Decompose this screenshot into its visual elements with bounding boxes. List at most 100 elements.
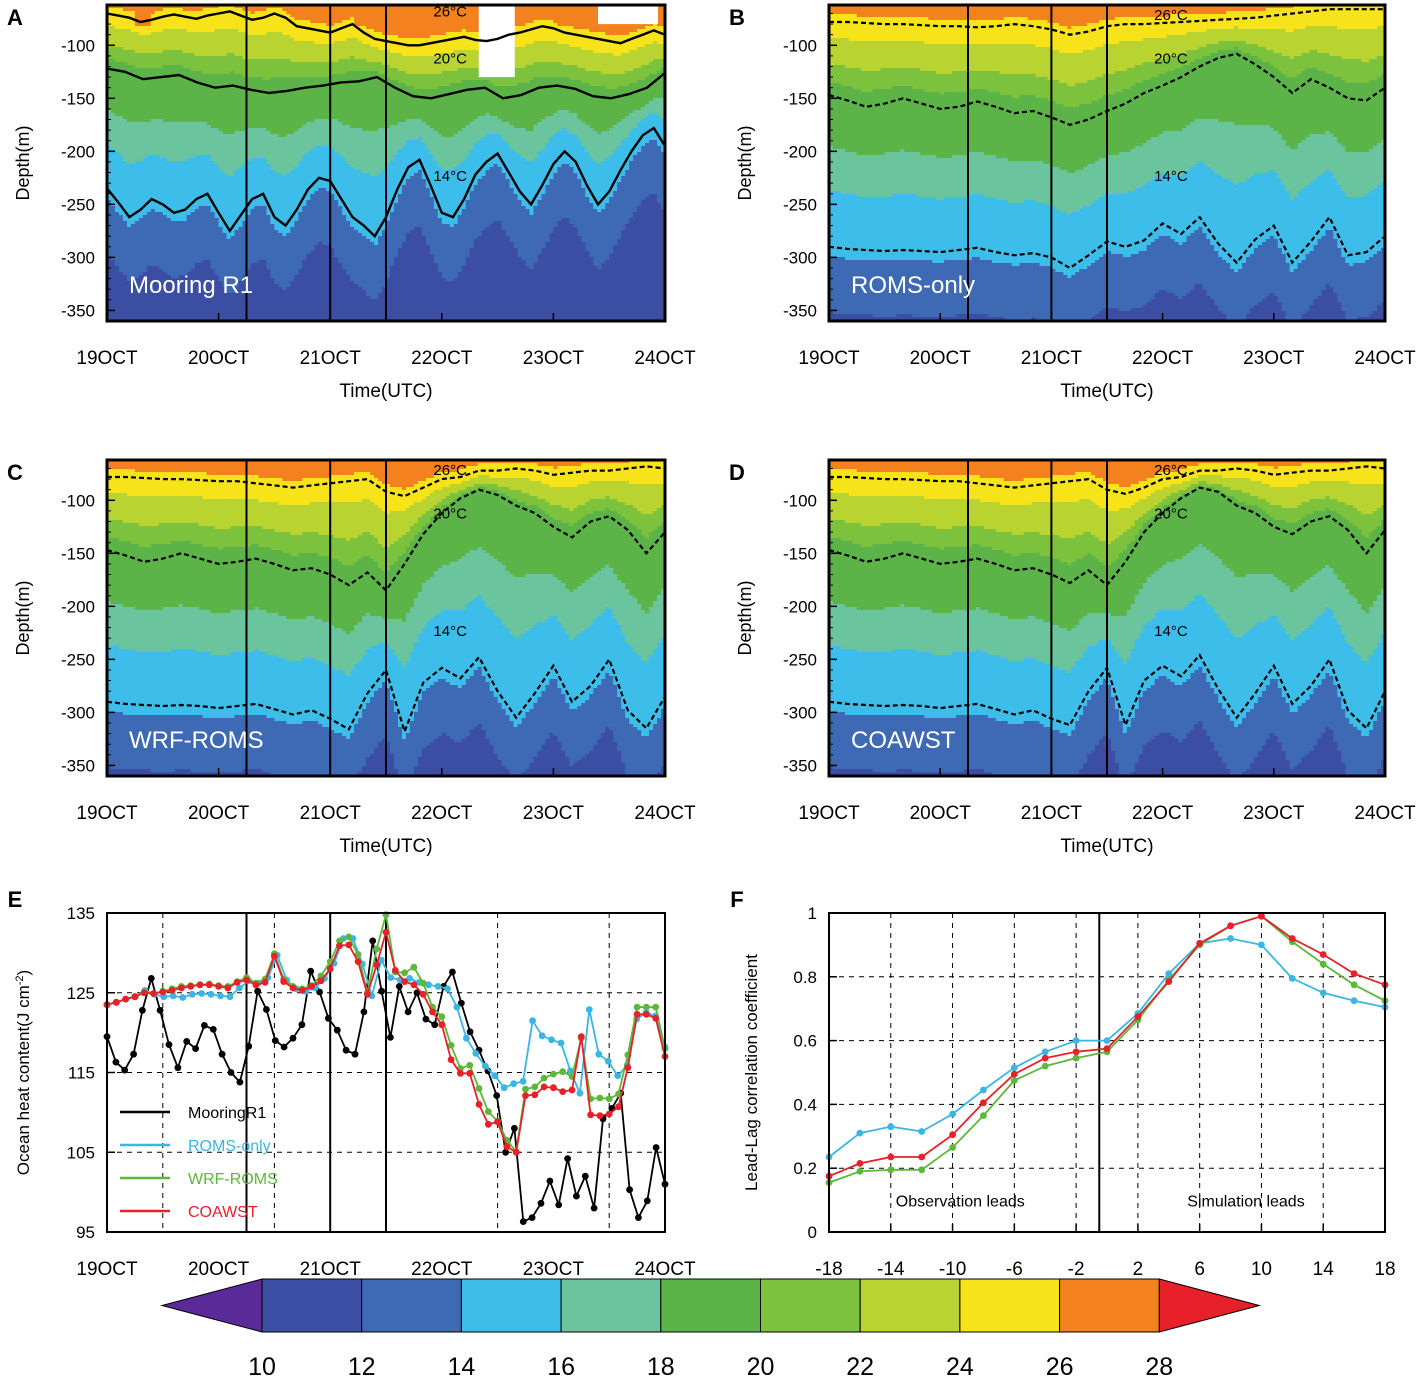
temperature-cell <box>979 769 985 776</box>
temperature-cell <box>1003 505 1009 532</box>
temperature-cell <box>1114 484 1120 511</box>
temperature-cell <box>401 122 407 146</box>
temperature-cell <box>1130 526 1136 541</box>
temperature-cell <box>924 652 929 718</box>
temperature-cell <box>126 122 132 164</box>
temperature-cell <box>370 616 375 646</box>
temperature-cell <box>597 511 602 571</box>
temperature-cell <box>581 757 586 776</box>
temperature-cell <box>1027 478 1033 505</box>
temperature-cell <box>429 35 435 56</box>
temperature-cell <box>609 155 614 197</box>
temperature-cell <box>158 544 164 610</box>
temperature-cell <box>561 5 566 26</box>
temperature-cell <box>374 538 379 562</box>
temperature-cell <box>370 475 375 502</box>
temperature-cell <box>1015 556 1021 619</box>
temperature-cell <box>222 74 228 134</box>
temperature-cell <box>553 505 558 520</box>
temperature-cell <box>1083 460 1088 472</box>
temperature-cell <box>836 493 842 520</box>
temperature-cell <box>358 170 363 233</box>
temperature-cell <box>1313 245 1319 299</box>
temperature-cell <box>517 257 523 321</box>
temperature-cell <box>1166 679 1172 733</box>
temperature-cell <box>872 41 878 71</box>
temperature-cell <box>971 20 977 44</box>
temperature-cell <box>1178 5 1184 14</box>
temperature-cell <box>896 194 902 260</box>
temperature-cell <box>888 607 894 652</box>
temperature-cell <box>1043 5 1049 20</box>
temperature-cell <box>983 652 989 715</box>
temperature-cell <box>134 715 140 769</box>
temperature-cell <box>174 221 180 278</box>
temperature-cell <box>1345 152 1350 197</box>
temperature-cell <box>1206 682 1211 736</box>
temperature-cell <box>425 496 431 511</box>
temperature-cell <box>904 472 910 496</box>
temperature-cell <box>469 478 475 487</box>
temperature-cell <box>565 164 570 218</box>
temperature-cell <box>975 460 981 475</box>
temperature-cell <box>545 502 551 514</box>
temperature-cell <box>657 508 662 526</box>
temperature-cell <box>1182 607 1188 682</box>
temperature-cell <box>242 460 248 475</box>
temperature-cell <box>298 62 303 77</box>
temperature-cell <box>174 496 180 523</box>
temperature-cell <box>413 227 419 321</box>
temperature-cell <box>174 50 180 65</box>
temperature-cell <box>166 652 172 715</box>
temperature-cell <box>549 179 554 233</box>
temperature-cell <box>661 152 666 209</box>
temperature-cell <box>641 460 646 484</box>
temperature-cell <box>1289 272 1295 321</box>
temperature-cell <box>107 520 112 538</box>
temperature-cell <box>174 460 180 472</box>
temperature-cell <box>629 50 634 71</box>
temperature-cell <box>142 652 148 715</box>
temperature-cell <box>1361 62 1366 83</box>
temperature-cell <box>605 260 610 321</box>
temperature-cell <box>150 472 156 496</box>
temperature-cell <box>1035 502 1041 532</box>
x-axis-label: Time(UTC) <box>339 836 432 857</box>
temperature-cell <box>884 715 890 772</box>
temperature-cell <box>971 194 977 257</box>
temperature-cell <box>1238 502 1243 577</box>
temperature-cell <box>848 314 854 321</box>
temperature-cell <box>1083 556 1088 616</box>
temperature-cell <box>1023 721 1029 776</box>
temperature-cell <box>274 134 279 173</box>
temperature-cell <box>1190 167 1195 233</box>
temperature-cell <box>218 460 224 475</box>
temperature-cell <box>1047 266 1052 321</box>
temperature-cell <box>401 185 407 242</box>
temperature-cell <box>477 547 483 595</box>
temperature-cell <box>999 478 1005 505</box>
temperature-cell <box>1210 299 1215 321</box>
temperature-cell <box>481 463 487 475</box>
temperature-cell <box>645 484 650 514</box>
temperature-cell <box>900 41 906 68</box>
temperature-cell <box>322 622 327 664</box>
temperature-cell <box>840 65 846 86</box>
temperature-cell <box>1075 460 1080 472</box>
temperature-cell <box>1138 517 1144 529</box>
temperature-cell <box>569 134 574 167</box>
temperature-cell <box>860 71 866 92</box>
temperature-cell <box>1249 763 1255 776</box>
temperature-cell <box>557 221 562 321</box>
temperature-cell <box>876 652 882 715</box>
temperature-cell <box>250 652 256 715</box>
temperature-cell <box>354 724 359 776</box>
temperature-cell <box>1071 107 1076 173</box>
temperature-cell <box>517 577 523 637</box>
temperature-cell <box>134 161 140 221</box>
temperature-cell <box>1178 14 1184 35</box>
temperature-cell <box>338 122 343 155</box>
temperature-cell <box>1138 5 1144 17</box>
temperature-cell <box>641 107 646 119</box>
temperature-cell <box>852 68 858 89</box>
